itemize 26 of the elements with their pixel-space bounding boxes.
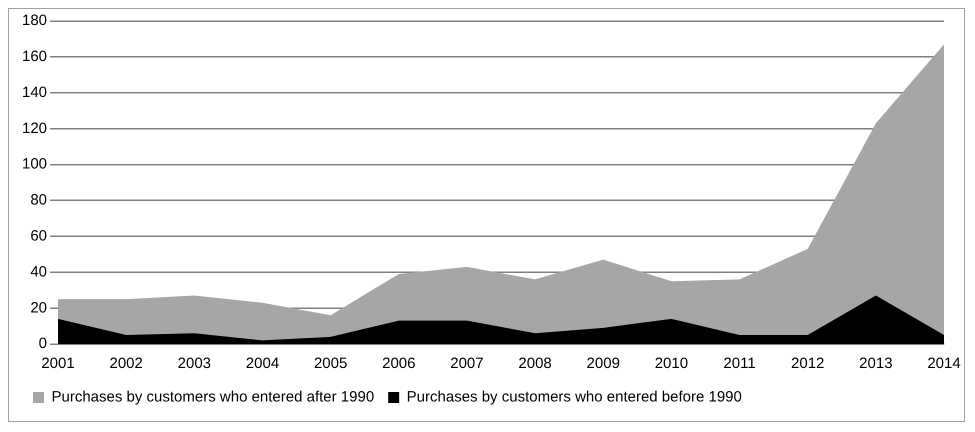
- y-tick-label: 40: [30, 263, 48, 280]
- x-tick-label: 2014: [927, 355, 961, 372]
- x-tick-label: 2013: [859, 355, 893, 372]
- x-tick-label: 2008: [518, 355, 552, 372]
- y-tick-label: 80: [30, 192, 48, 209]
- y-tick-label: 180: [22, 12, 48, 30]
- x-tick-label: 2003: [178, 355, 212, 372]
- y-tick-label: 140: [22, 84, 48, 101]
- x-tick-label: 2010: [654, 355, 688, 372]
- x-tick-label: 2009: [586, 355, 620, 372]
- x-tick-label: 2006: [382, 355, 416, 372]
- x-tick-label: 2011: [723, 355, 756, 372]
- x-tick-label: 2012: [791, 355, 824, 372]
- y-tick-label: 100: [22, 156, 48, 173]
- legend-label: Purchases by customers who entered after 1990: [52, 388, 374, 406]
- x-tick-label: 2001: [41, 355, 75, 372]
- x-tick-label: 2004: [246, 355, 280, 372]
- y-tick-label: 160: [22, 48, 48, 66]
- x-tick-label: 2002: [109, 355, 143, 372]
- x-tick-label: 2007: [450, 355, 484, 372]
- y-tick-label: 0: [38, 335, 48, 352]
- x-tick-label: 2005: [314, 355, 348, 372]
- y-tick-label: 120: [22, 120, 48, 137]
- legend-label: Purchases by customers who entered before 1990: [406, 388, 742, 406]
- y-tick-label: 60: [30, 227, 48, 244]
- y-tick-label: 20: [30, 299, 48, 316]
